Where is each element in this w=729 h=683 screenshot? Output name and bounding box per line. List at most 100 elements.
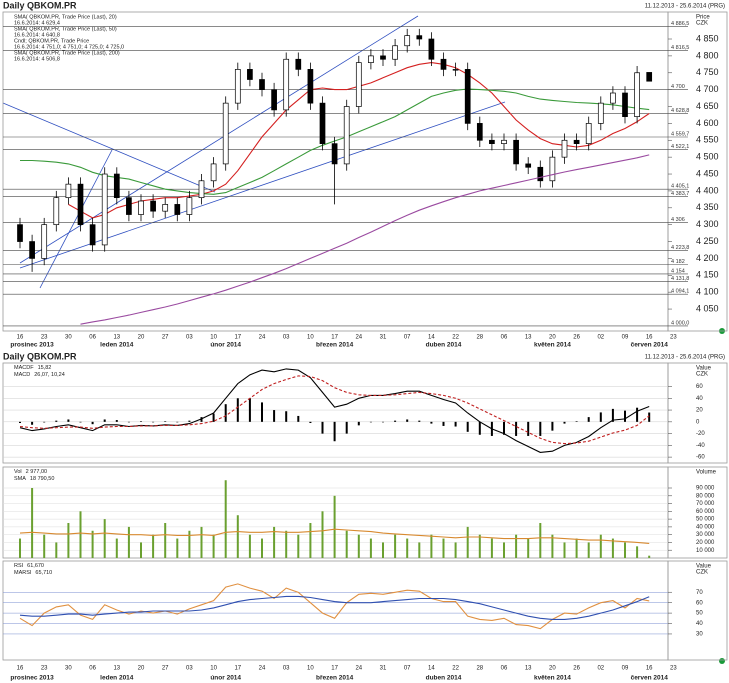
x-tick-label: 10 bbox=[307, 666, 314, 672]
candle-body bbox=[392, 45, 398, 60]
bar bbox=[599, 412, 602, 422]
x-tick-label: 10 bbox=[210, 666, 217, 672]
bar bbox=[67, 523, 70, 558]
x-tick-label: 03 bbox=[283, 335, 290, 341]
level-label: 4 700 bbox=[671, 84, 685, 90]
x-tick-label: 03 bbox=[283, 666, 290, 672]
candle-body bbox=[17, 224, 23, 242]
level-label: 4 628,8 bbox=[671, 108, 689, 114]
bar bbox=[261, 538, 263, 558]
x-tick-label: 26 bbox=[573, 666, 580, 672]
y-tick-label: 4 050 bbox=[696, 303, 719, 313]
bar bbox=[418, 420, 421, 422]
bar bbox=[503, 421, 505, 435]
x-tick-label: 03 bbox=[186, 335, 193, 341]
legend-name: RSI bbox=[14, 563, 24, 569]
bar bbox=[430, 421, 433, 424]
level-label: 4 223,8 bbox=[671, 245, 689, 251]
bar bbox=[176, 538, 179, 558]
legend-entry: SMA 18 790,50 bbox=[14, 476, 54, 482]
candle-body bbox=[610, 92, 616, 104]
bar bbox=[273, 410, 276, 422]
bar bbox=[152, 534, 155, 558]
x-tick-label: 17 bbox=[331, 335, 338, 341]
bar bbox=[587, 542, 590, 558]
y-tick-label: 4 650 bbox=[696, 101, 719, 111]
bar bbox=[67, 419, 70, 422]
candle-body bbox=[464, 69, 471, 124]
x-tick-label: 24 bbox=[259, 335, 266, 341]
candle-body bbox=[525, 163, 532, 168]
y-tick-label: 4 850 bbox=[696, 33, 719, 43]
x-month-label: březen 2014 bbox=[316, 675, 354, 682]
x-month-label: duben 2014 bbox=[426, 342, 462, 349]
x-month-label: leden 2014 bbox=[100, 342, 134, 349]
x-tick-label: 24 bbox=[355, 666, 362, 672]
x-tick-label: 06 bbox=[501, 335, 508, 341]
bar bbox=[273, 526, 276, 558]
level-label: 4 154 bbox=[671, 268, 685, 274]
candle-body bbox=[283, 58, 290, 111]
bar bbox=[200, 526, 203, 558]
bar bbox=[345, 530, 348, 558]
y-tick-label: 90 000 bbox=[696, 486, 715, 492]
x-tick-label: 24 bbox=[259, 666, 266, 672]
legend-name: SMA bbox=[14, 476, 26, 482]
y-axis-label: Value bbox=[696, 564, 712, 570]
bar bbox=[115, 538, 118, 558]
level-label: 4 000,0 bbox=[671, 320, 689, 326]
x-month-label: únor 2014 bbox=[210, 342, 241, 349]
y-tick-label: 80 000 bbox=[696, 493, 715, 499]
x-tick-label: 27 bbox=[162, 335, 169, 341]
candle-body bbox=[126, 197, 132, 215]
level-label: 4 094,1 bbox=[671, 289, 689, 295]
candle-body bbox=[138, 200, 144, 215]
bar bbox=[406, 419, 409, 422]
legend-value: 16.6.2014: 4 640,8 bbox=[14, 32, 60, 38]
bar bbox=[382, 542, 384, 558]
bar bbox=[79, 511, 82, 558]
legend-entry: MACDF 15,82 bbox=[14, 365, 51, 371]
bar bbox=[176, 421, 179, 423]
legend-name: SMA( QBKOM.PR, Trade Price (Last), 20) bbox=[14, 14, 117, 20]
bar bbox=[636, 546, 639, 558]
candle-body bbox=[162, 204, 169, 212]
trend-line bbox=[19, 15, 419, 264]
y-tick-label: 4 250 bbox=[696, 236, 719, 246]
level-label: 4 383,7 bbox=[671, 191, 689, 197]
x-tick-label: 09 bbox=[622, 335, 629, 341]
legend-name: MACD bbox=[14, 372, 30, 378]
bar bbox=[333, 421, 336, 442]
bar bbox=[248, 534, 251, 558]
legend-entry: MACD 26,07, 10,24 bbox=[14, 372, 65, 378]
candle-body bbox=[380, 55, 386, 60]
bar bbox=[563, 421, 566, 424]
bar bbox=[575, 421, 578, 422]
legend-value: 15,82 bbox=[38, 365, 52, 371]
x-tick-label: 16 bbox=[646, 335, 653, 341]
x-tick-label: 17 bbox=[234, 666, 241, 672]
bar bbox=[394, 420, 397, 422]
bar bbox=[539, 523, 542, 558]
y-tick-label: 4 200 bbox=[696, 253, 719, 263]
candle-body bbox=[186, 197, 193, 215]
x-tick-label: 31 bbox=[380, 666, 387, 672]
x-tick-label: 20 bbox=[549, 335, 556, 341]
bar bbox=[648, 555, 651, 558]
bar bbox=[551, 534, 554, 558]
bar bbox=[103, 419, 106, 422]
x-tick-label: 06 bbox=[89, 335, 96, 341]
bar bbox=[357, 534, 360, 558]
panel-title: Daily QBKOM.PR bbox=[3, 351, 77, 361]
y-tick-label: 30 000 bbox=[696, 532, 715, 538]
date-range: 11.12.2013 - 25.6.2014 (PRG) bbox=[645, 4, 725, 10]
x-tick-label: 13 bbox=[525, 335, 532, 341]
candle-body bbox=[29, 241, 35, 259]
y-tick-label: 4 400 bbox=[696, 185, 719, 195]
bar bbox=[212, 534, 215, 558]
candle-body bbox=[41, 224, 48, 259]
x-month-label: prosinec 2013 bbox=[10, 342, 54, 349]
bar bbox=[454, 542, 457, 558]
bar bbox=[309, 523, 312, 558]
